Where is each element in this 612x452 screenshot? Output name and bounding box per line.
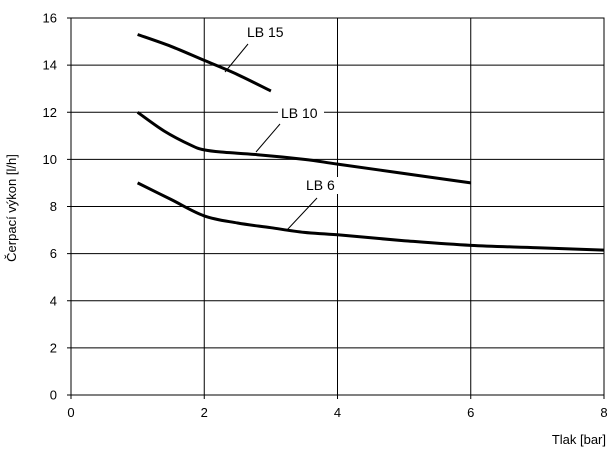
y-tick-label: 4 bbox=[50, 293, 57, 308]
y-tick-label: 10 bbox=[43, 152, 57, 167]
x-tick-label: 2 bbox=[201, 405, 208, 420]
tick-labels: 0 2 4 6 8 0 2 4 6 8 10 12 14 16 bbox=[43, 11, 608, 421]
series-label-bg bbox=[303, 177, 341, 194]
y-tick-label: 16 bbox=[43, 11, 57, 26]
series-labels: LB 15 LB 10 LB 6 bbox=[224, 24, 341, 231]
series-leader-line bbox=[286, 197, 318, 231]
y-tick-label: 6 bbox=[50, 246, 57, 261]
axes bbox=[67, 17, 605, 399]
grid bbox=[71, 18, 604, 395]
x-tick-label: 4 bbox=[334, 405, 341, 420]
series-label-bg bbox=[244, 24, 290, 41]
series-line bbox=[136, 181, 605, 252]
y-axis-label: Čerpací výkon [l/h] bbox=[4, 154, 19, 262]
series-line bbox=[137, 33, 272, 93]
x-tick-label: 8 bbox=[600, 405, 607, 420]
series-leader-line bbox=[255, 123, 281, 153]
series-label: LB 10 bbox=[281, 105, 318, 121]
series-label-bg bbox=[278, 105, 324, 122]
series-leader-line bbox=[224, 43, 249, 73]
x-tick-label: 0 bbox=[67, 405, 74, 420]
x-tick-label: 6 bbox=[467, 405, 474, 420]
y-tick-label: 12 bbox=[43, 105, 57, 120]
series-label: LB 15 bbox=[247, 24, 284, 40]
series-label: LB 6 bbox=[306, 177, 335, 193]
series-line bbox=[136, 111, 471, 185]
y-tick-label: 0 bbox=[50, 388, 57, 403]
y-tick-label: 2 bbox=[50, 340, 57, 355]
curves bbox=[136, 33, 605, 252]
x-axis-label: Tlak [bar] bbox=[552, 432, 606, 447]
y-tick-label: 8 bbox=[50, 199, 57, 214]
y-tick-label: 14 bbox=[43, 58, 57, 73]
